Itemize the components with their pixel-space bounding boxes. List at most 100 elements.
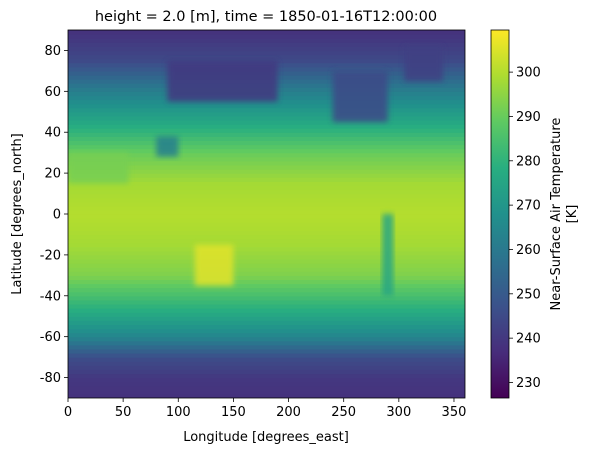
y-tick-label: 20 xyxy=(44,167,61,182)
heatmap-region xyxy=(167,60,278,102)
heatmap-band xyxy=(68,377,465,383)
heatmap-band xyxy=(68,173,465,178)
x-tick-label: 250 xyxy=(331,405,356,420)
y-tick-label: -80 xyxy=(40,371,61,386)
heatmap-band xyxy=(68,107,465,113)
heatmap-band xyxy=(68,234,465,240)
heatmap-band xyxy=(68,361,465,366)
heatmap-band xyxy=(68,38,465,43)
colorbar xyxy=(490,29,510,399)
y-tick-label: -20 xyxy=(40,248,61,263)
heatmap-band xyxy=(68,50,465,56)
y-tick-label: 40 xyxy=(44,126,61,141)
colorbar-tick-label: 230 xyxy=(516,376,541,391)
heatmap-band xyxy=(68,214,465,219)
heatmap-band xyxy=(68,336,465,342)
heatmap-band xyxy=(68,275,465,281)
heatmap-band xyxy=(68,340,465,346)
heatmap-band xyxy=(68,316,465,321)
heatmap-band xyxy=(68,201,465,207)
heatmap-band xyxy=(68,267,465,272)
colorbar-tick-label: 250 xyxy=(516,287,541,302)
heatmap-band xyxy=(68,30,465,35)
x-tick-label: 100 xyxy=(166,405,191,420)
heatmap-band xyxy=(68,357,465,362)
heatmap-band xyxy=(68,136,465,141)
heatmap-band xyxy=(68,279,465,285)
heatmap-band xyxy=(68,193,465,199)
heatmap-band xyxy=(68,353,465,358)
heatmap-band xyxy=(68,222,465,227)
heatmap-band xyxy=(68,169,465,174)
y-tick-label: 60 xyxy=(44,85,61,100)
y-tick-label: -60 xyxy=(40,330,61,345)
heatmap-band xyxy=(68,238,465,244)
y-axis-label: Latitude [degrees_north] xyxy=(10,133,25,294)
x-axis: 0 50 100 150 200 250 300 350 xyxy=(64,398,467,420)
heatmap-band xyxy=(68,99,465,105)
colorbar-tick-label: 290 xyxy=(516,110,541,125)
heatmap-band xyxy=(68,160,465,166)
heatmap-band xyxy=(68,42,465,47)
heatmap-band xyxy=(68,328,465,334)
heatmap-band xyxy=(68,152,465,158)
colorbar-label-line2: [K] xyxy=(565,205,580,224)
heatmap-band xyxy=(68,303,465,309)
heatmap-band xyxy=(68,148,465,154)
heatmap-band xyxy=(68,344,465,350)
heatmap-band xyxy=(68,283,465,289)
heatmap-band xyxy=(68,181,465,186)
heatmap-band xyxy=(68,156,465,162)
heatmap-band xyxy=(68,226,465,231)
heatmap-region xyxy=(404,46,443,82)
heatmap-band xyxy=(68,291,465,297)
heatmap-region xyxy=(68,152,129,184)
heatmap-band xyxy=(68,381,465,387)
x-tick-label: 200 xyxy=(276,405,301,420)
y-tick-label: 80 xyxy=(44,44,61,59)
heatmap-region xyxy=(156,136,179,157)
heatmap-band xyxy=(68,299,465,305)
heatmap-band xyxy=(68,197,465,203)
heatmap-band xyxy=(68,250,465,256)
heatmap-band xyxy=(68,205,465,211)
heatmap-band xyxy=(68,189,465,195)
heatmap-band xyxy=(68,308,465,313)
x-tick-label: 350 xyxy=(442,405,467,420)
x-tick-label: 150 xyxy=(221,405,246,420)
heatmap-band xyxy=(68,242,465,248)
heatmap-region xyxy=(194,244,234,286)
heatmap-band xyxy=(68,140,465,146)
y-tick-label: 0 xyxy=(53,208,61,223)
colorbar-tick-label: 260 xyxy=(516,243,541,258)
heatmap-band xyxy=(68,258,465,264)
heatmap-band xyxy=(68,287,465,293)
heatmap xyxy=(68,30,465,398)
heatmap-band xyxy=(68,385,465,391)
x-tick-label: 0 xyxy=(64,405,72,420)
heatmap-band xyxy=(68,373,465,379)
heatmap-band xyxy=(68,369,465,375)
heatmap-band xyxy=(68,54,465,60)
colorbar-tick-label: 300 xyxy=(516,66,541,81)
heatmap-band xyxy=(68,348,465,354)
heatmap-band xyxy=(68,115,465,121)
heatmap-band xyxy=(68,246,465,252)
heatmap-band xyxy=(68,164,465,170)
heatmap-band xyxy=(68,312,465,317)
heatmap-band xyxy=(68,263,465,268)
heatmap-band xyxy=(68,320,465,325)
heatmap-band xyxy=(68,103,465,109)
heatmap-band xyxy=(68,218,465,223)
heatmap-band xyxy=(68,119,465,125)
heatmap-band xyxy=(68,271,465,276)
heatmap-band xyxy=(68,144,465,150)
heatmap-band xyxy=(68,185,465,191)
x-axis-label: Longitude [degrees_east] xyxy=(183,430,349,445)
x-tick-label: 50 xyxy=(115,405,132,420)
heatmap-band xyxy=(68,111,465,117)
heatmap-band xyxy=(68,295,465,301)
heatmap-band xyxy=(68,230,465,236)
colorbar-label-line1: Near-Surface Air Temperature xyxy=(549,118,564,311)
